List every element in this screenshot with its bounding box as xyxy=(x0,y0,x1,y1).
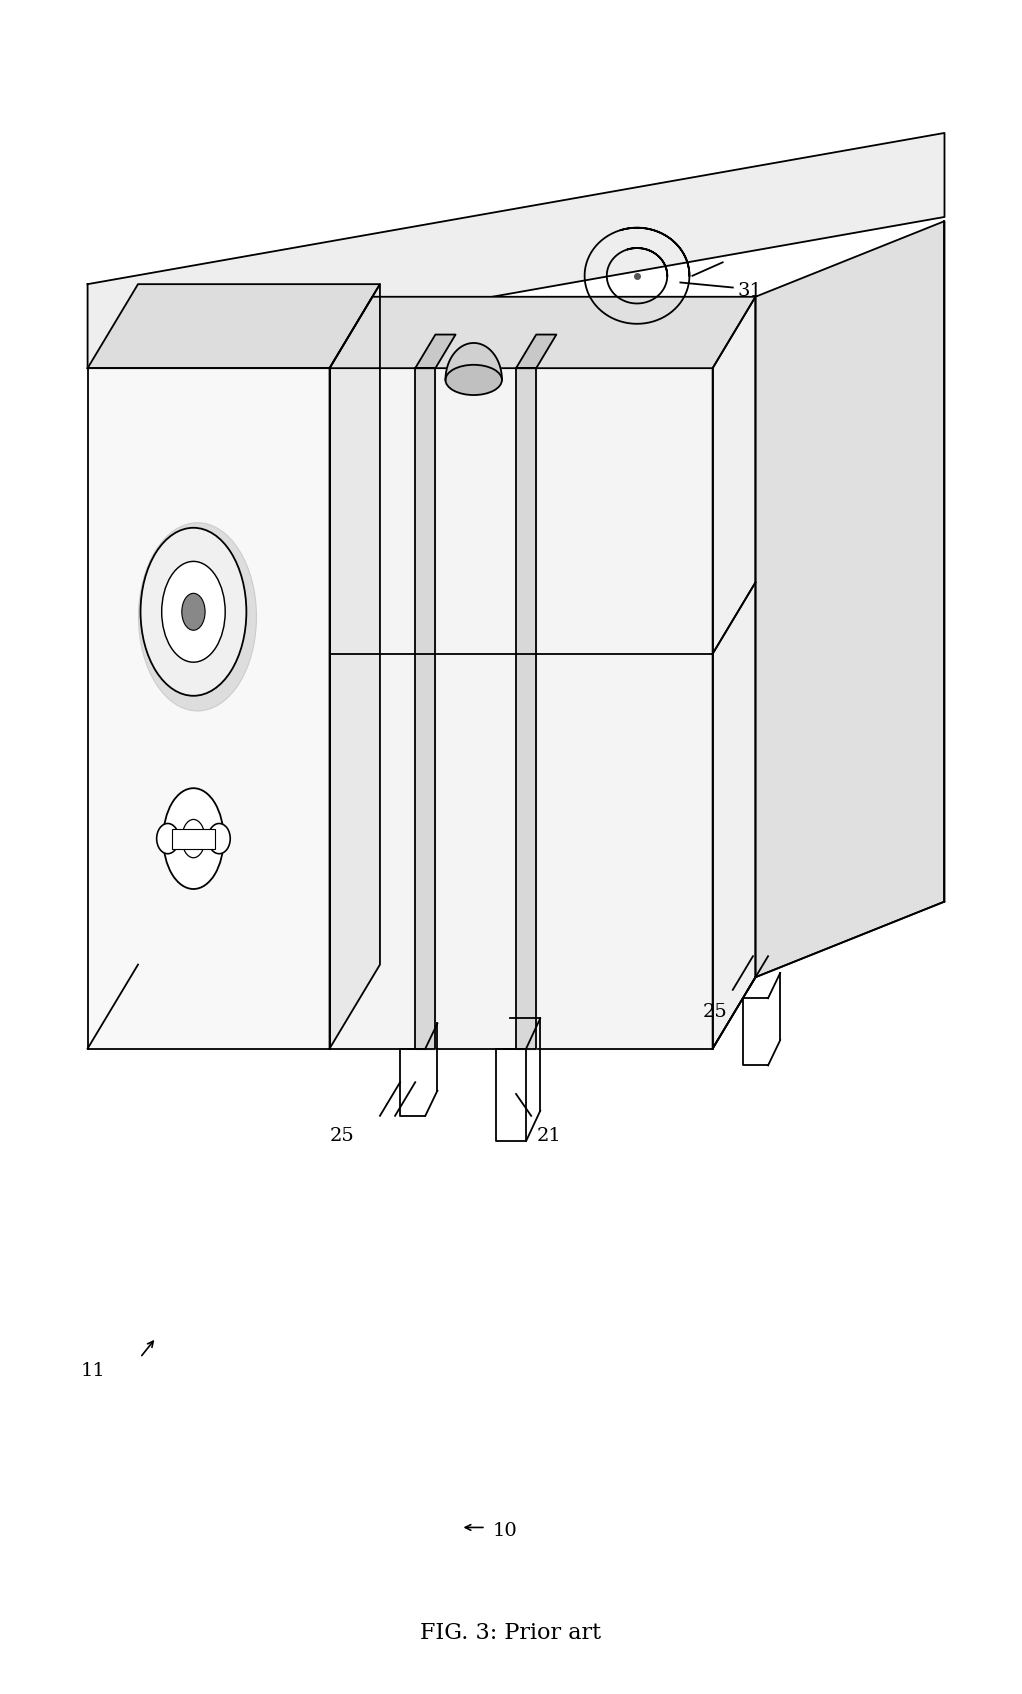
Ellipse shape xyxy=(139,523,257,711)
Circle shape xyxy=(164,788,224,889)
Polygon shape xyxy=(329,296,755,368)
Circle shape xyxy=(182,820,205,857)
Polygon shape xyxy=(415,368,435,1049)
Ellipse shape xyxy=(182,593,205,630)
Polygon shape xyxy=(88,368,329,1049)
Ellipse shape xyxy=(208,823,230,854)
Text: 25: 25 xyxy=(703,1003,728,1021)
Polygon shape xyxy=(712,296,755,1049)
Text: 21: 21 xyxy=(537,1127,561,1145)
Ellipse shape xyxy=(156,823,179,854)
Bar xyxy=(173,828,215,849)
Text: 10: 10 xyxy=(493,1521,517,1540)
Text: 11: 11 xyxy=(81,1362,105,1381)
Polygon shape xyxy=(415,335,456,368)
Text: FIG. 3: Prior art: FIG. 3: Prior art xyxy=(420,1623,602,1645)
Ellipse shape xyxy=(161,561,225,662)
Text: 31: 31 xyxy=(738,281,762,300)
Polygon shape xyxy=(88,132,944,368)
Polygon shape xyxy=(329,368,712,1049)
Ellipse shape xyxy=(446,364,502,395)
Polygon shape xyxy=(88,285,380,368)
Polygon shape xyxy=(516,335,556,368)
Polygon shape xyxy=(446,342,502,379)
Ellipse shape xyxy=(140,529,246,696)
Polygon shape xyxy=(329,285,380,1049)
Polygon shape xyxy=(516,368,537,1049)
Polygon shape xyxy=(755,222,944,977)
Text: 25: 25 xyxy=(330,1127,355,1145)
